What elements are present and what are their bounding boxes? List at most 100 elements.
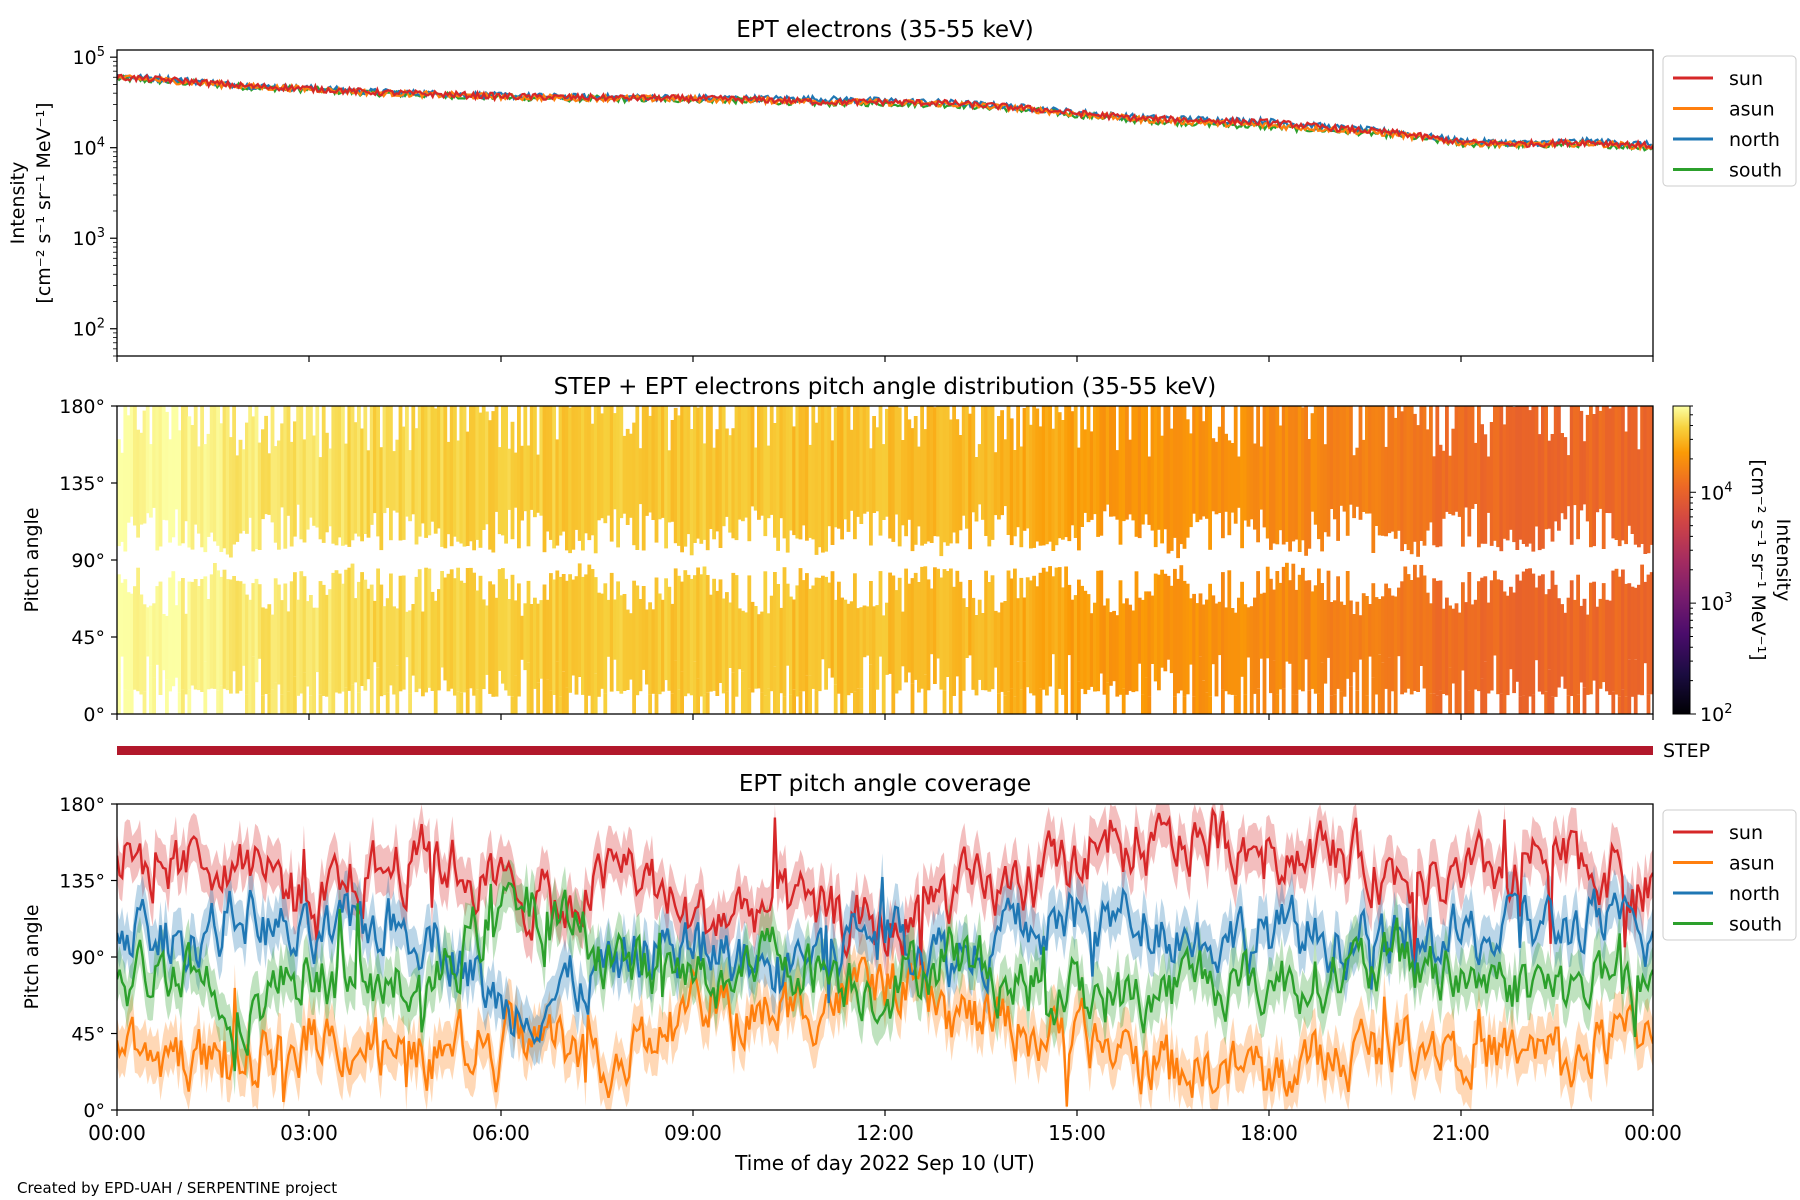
heatmap-cell — [184, 613, 188, 695]
heatmap-cell — [837, 581, 841, 694]
heatmap-cell — [702, 443, 707, 540]
heatmap-cell — [1633, 587, 1638, 660]
heatmap-cell — [1534, 406, 1539, 527]
heatmap-cell — [837, 406, 841, 529]
panel-pitch-angle-coverage: EPT pitch angle coverage 0° 45° 90° 135° 180… — [21, 771, 1797, 1175]
heatmap-cell — [552, 579, 556, 695]
heatmap-cell — [155, 586, 160, 665]
heatmap-cell — [785, 583, 790, 666]
heatmap-cell — [590, 423, 595, 536]
heatmap-cell — [475, 406, 480, 540]
heatmap-cell — [1019, 446, 1024, 548]
heatmap-cell — [1569, 580, 1574, 696]
heatmap-cell — [1425, 592, 1430, 694]
heatmap-cell — [757, 614, 761, 689]
heatmap-cell — [1201, 421, 1206, 517]
heatmap-cell — [910, 428, 915, 552]
heatmap-cell — [1214, 603, 1219, 697]
heatmap-cell — [1006, 570, 1011, 692]
heatmap-cell — [510, 421, 515, 540]
heatmap-cell — [1083, 590, 1088, 695]
heatmap-cell — [462, 406, 467, 547]
heatmap-cell — [363, 579, 368, 691]
heatmap-cell — [1336, 576, 1340, 689]
heatmap-cell — [1262, 592, 1267, 690]
heatmap-cell — [904, 406, 908, 537]
heatmap-cell — [561, 574, 566, 672]
heatmap-cell — [513, 452, 518, 508]
heatmap-cell — [1077, 579, 1081, 682]
heatmap-cell — [1576, 574, 1580, 695]
heatmap-cell — [126, 415, 131, 523]
heatmap-cell — [433, 661, 438, 714]
heatmap-cell — [997, 612, 1001, 694]
heatmap-cell — [408, 693, 412, 714]
heatmap-cell — [613, 413, 617, 510]
heatmap-cell — [318, 694, 323, 714]
heatmap-cell — [1585, 614, 1590, 695]
heatmap-cell — [1534, 587, 1539, 661]
heatmap-cell — [1374, 597, 1379, 695]
heatmap-cell — [741, 406, 745, 522]
heatmap-cell — [1365, 695, 1369, 714]
heatmap-cell — [1573, 599, 1577, 663]
heatmap-cell — [891, 406, 896, 542]
heatmap-cell — [1262, 406, 1267, 528]
heatmap-cell — [984, 406, 988, 536]
series-line-sun — [117, 806, 1653, 967]
heatmap-cell — [456, 567, 460, 692]
heatmap-cell — [373, 406, 377, 514]
heatmap-cell — [251, 583, 256, 657]
heatmap-cell — [1205, 599, 1209, 693]
heatmap-cell — [136, 429, 140, 538]
heatmap-cell — [1374, 406, 1379, 526]
heatmap-cell — [744, 612, 748, 684]
heatmap-cell — [1592, 581, 1596, 681]
heatmap-cell — [219, 685, 224, 714]
heatmap-cell — [1384, 583, 1388, 689]
heatmap-cell — [1128, 439, 1132, 515]
heatmap-cell — [1435, 406, 1440, 548]
heatmap-cell — [1208, 696, 1212, 714]
heatmap-cell — [1563, 612, 1568, 689]
heatmap-cell — [661, 599, 665, 692]
heatmap-cell — [1505, 406, 1510, 541]
heatmap-cell — [955, 419, 960, 544]
step-coverage-bar — [117, 746, 1653, 755]
heatmap-cell — [545, 679, 550, 714]
heatmap-cell — [453, 578, 457, 696]
heatmap-cell — [347, 567, 352, 691]
heatmap-cell — [286, 691, 291, 714]
heatmap-cell — [1531, 694, 1536, 714]
heatmap-cell — [805, 406, 809, 541]
heatmap-cell — [1477, 406, 1481, 548]
heatmap-cell — [952, 406, 956, 533]
heatmap-cell — [1233, 612, 1238, 696]
heatmap-cell — [1291, 406, 1296, 542]
heatmap-cell — [129, 406, 134, 517]
heatmap-cell — [1624, 583, 1628, 697]
heatmap-cell — [181, 578, 185, 690]
heatmap-cell — [1349, 600, 1353, 687]
heatmap-cell — [1009, 418, 1014, 546]
heatmap-cell — [1464, 602, 1468, 666]
heatmap-cell — [1278, 582, 1283, 690]
y-tick-label: 45° — [71, 627, 105, 649]
heatmap-cell — [1454, 406, 1459, 512]
heatmap-cell — [1502, 657, 1507, 714]
heatmap-cell — [1141, 406, 1145, 525]
heatmap-cell — [1473, 442, 1478, 504]
heatmap-cell — [635, 406, 640, 550]
heatmap-cell — [488, 581, 492, 694]
heatmap-cell — [171, 406, 176, 538]
heatmap-cell — [1115, 450, 1120, 520]
heatmap-cell — [273, 446, 278, 543]
heatmap-cell — [481, 406, 486, 530]
heatmap-cell — [1608, 408, 1612, 514]
heatmap-cell — [1137, 406, 1142, 539]
heatmap-cell — [773, 572, 777, 667]
heatmap-cell — [795, 585, 800, 697]
heatmap-cell — [782, 567, 787, 697]
heatmap-cell — [254, 406, 259, 549]
heatmap-cell — [225, 579, 230, 691]
